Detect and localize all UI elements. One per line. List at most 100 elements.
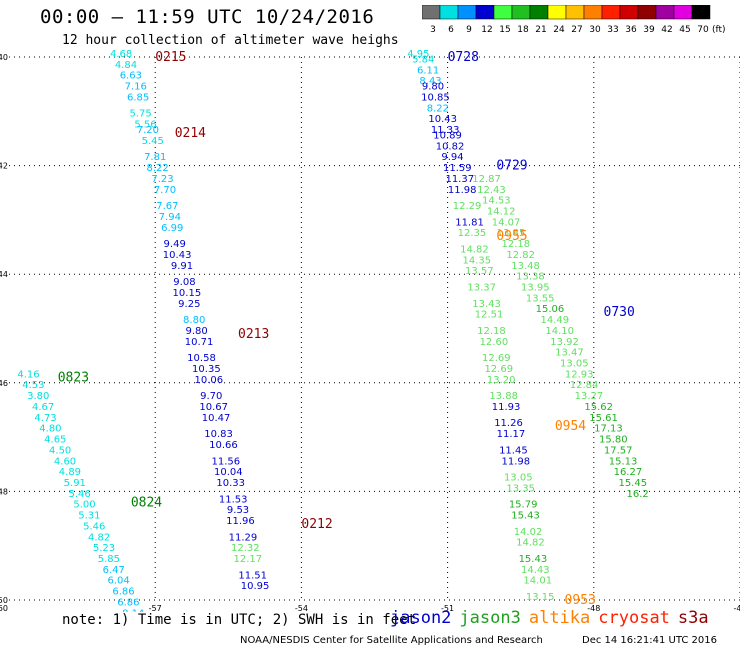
wave-height-value: 15.45 [618,478,647,489]
wave-height-value: 7.16 [125,82,147,93]
wave-height-value: 10.67 [199,402,228,413]
color-legend: 3 6 9 12 15 18 21 24 27 30 33 36 39 42 45 70 (ft) [422,5,726,35]
latitude-tick-label: -46 [0,379,8,388]
legend-label: 39 [643,25,655,35]
wave-height-value: 11.98 [448,185,477,196]
satellite-label: jason2 [390,608,452,628]
wave-height-value: 13.85 [497,228,526,239]
wave-height-value: 10.47 [202,413,231,424]
wave-height-value: 9.08 [173,277,195,288]
wave-height-value: 4.73 [34,413,56,424]
wave-height-value: 5.91 [64,478,86,489]
wave-height-value: 9.53 [227,505,249,516]
wave-height-value: 10.85 [421,92,450,103]
wave-height-value: 5.56 [134,120,156,131]
wave-height-value: 4.65 [44,435,66,446]
credit-text: NOAA/NESDIS Center for Satellite Applica… [240,635,543,646]
wave-height-value: 14.35 [463,255,492,266]
wave-height-value: 4.60 [54,456,76,467]
page-title: 00:00 – 11:59 UTC 10/24/2016 [40,6,375,28]
wave-height-value: 6.04 [108,576,130,587]
satellite-label: altika [528,608,591,628]
wave-height-value: 7.70 [154,185,176,196]
wave-height-value: 11.45 [499,445,528,456]
wave-height-value: 16.27 [614,467,643,478]
satellite-label: jason3 [459,608,521,628]
wave-height-value: 11.26 [494,418,523,429]
wave-height-value: 13.15 [526,592,555,603]
wave-height-value: 15.06 [536,304,565,315]
wave-height-value: 12.84 [570,380,599,391]
wave-height-value: 10.89 [433,130,462,141]
wave-height-value: 10.33 [216,478,245,489]
wave-height-value: 13.92 [550,337,579,348]
wave-height-value: 4.84 [115,60,137,71]
wave-height-value: 9.91 [171,261,193,272]
wave-height-value: 6.63 [120,71,142,82]
wave-height-value: 6.47 [103,565,125,576]
pass-time-label: 0953 [565,593,596,608]
longitude-tick-label: -51 [441,604,454,612]
latitude-tick-label: -42 [0,162,8,171]
wave-height-value: 10.71 [185,337,214,348]
wave-height-value: 12.51 [475,310,504,321]
wave-height-value: 8.14 [122,608,144,612]
wave-height-value: 8.43 [419,76,441,87]
page-subtitle: 12 hour collection of altimeter wave hei… [62,33,399,48]
wave-height-value: 13.43 [472,299,501,310]
wave-height-value: 5.75 [129,109,151,120]
wave-height-value: 10.43 [428,114,457,125]
wave-height-value: 12.69 [484,364,513,375]
wave-height-value: 5.23 [93,543,115,554]
wave-height-value: 6.99 [161,223,183,234]
wave-height-value: 12.69 [482,353,511,364]
wave-height-value: 8.22 [147,163,169,174]
pass-time-label: 0954 [555,419,586,434]
wave-height-value: 14.82 [460,244,489,255]
pass-time-label: 0215 [155,50,186,65]
legend-label: 33 [607,25,618,35]
wave-height-value: 4.89 [59,467,81,478]
wave-height-value: 15.79 [509,500,538,511]
legend-label: 21 [535,25,546,35]
wave-height-value: 10.66 [209,440,238,451]
wave-height-value: 10.43 [163,250,192,261]
wave-height-value: 4.68 [110,49,132,60]
wave-height-value: 13.27 [575,391,604,402]
wave-height-value: 11.93 [492,402,521,413]
wave-height-value: 11.98 [502,456,531,467]
wave-height-value: 11.17 [497,429,526,440]
wave-height-value: 13.55 [526,293,555,304]
wave-height-value: 13.47 [555,348,584,359]
wave-height-value: 12.18 [502,239,531,250]
wave-height-value: 12.60 [480,337,509,348]
wave-height-value: 7.20 [137,125,159,136]
wave-height-value: 5.46 [69,489,91,500]
legend-label: 18 [517,25,529,35]
pass-time-label: 0730 [604,305,635,320]
wave-height-value: 11.51 [238,570,267,581]
wave-height-value: 15.61 [589,413,618,424]
pass-time-label: 0213 [238,327,269,342]
wave-height-value: 13.20 [487,375,516,386]
wave-height-value: 13.37 [467,282,496,293]
latitude-tick-label: -40 [0,53,8,62]
wave-height-value: 14.82 [516,538,545,549]
longitude-tick-label: -57 [149,604,162,612]
latitude-tick-label: -48 [0,487,8,496]
pass-time-label: 0729 [496,159,527,174]
wave-height-value: 14.07 [492,217,521,228]
satellite-label: cryosat [598,608,670,628]
wave-height-value: 6.85 [127,92,149,103]
wave-height-value: 10.04 [214,467,243,478]
wave-height-value: 14.49 [540,315,569,326]
wave-height-value: 11.53 [219,494,248,505]
legend-label: 42 [661,25,672,35]
wave-height-value: 5.84 [412,54,434,65]
pass-time-label: 0823 [58,370,89,385]
wave-height-value: 10.95 [241,581,270,592]
wave-height-value: 4.82 [88,532,110,543]
wave-height-value: 13.88 [489,391,518,402]
wave-height-value: 12.43 [477,185,506,196]
legend-label: 30 [589,25,601,35]
